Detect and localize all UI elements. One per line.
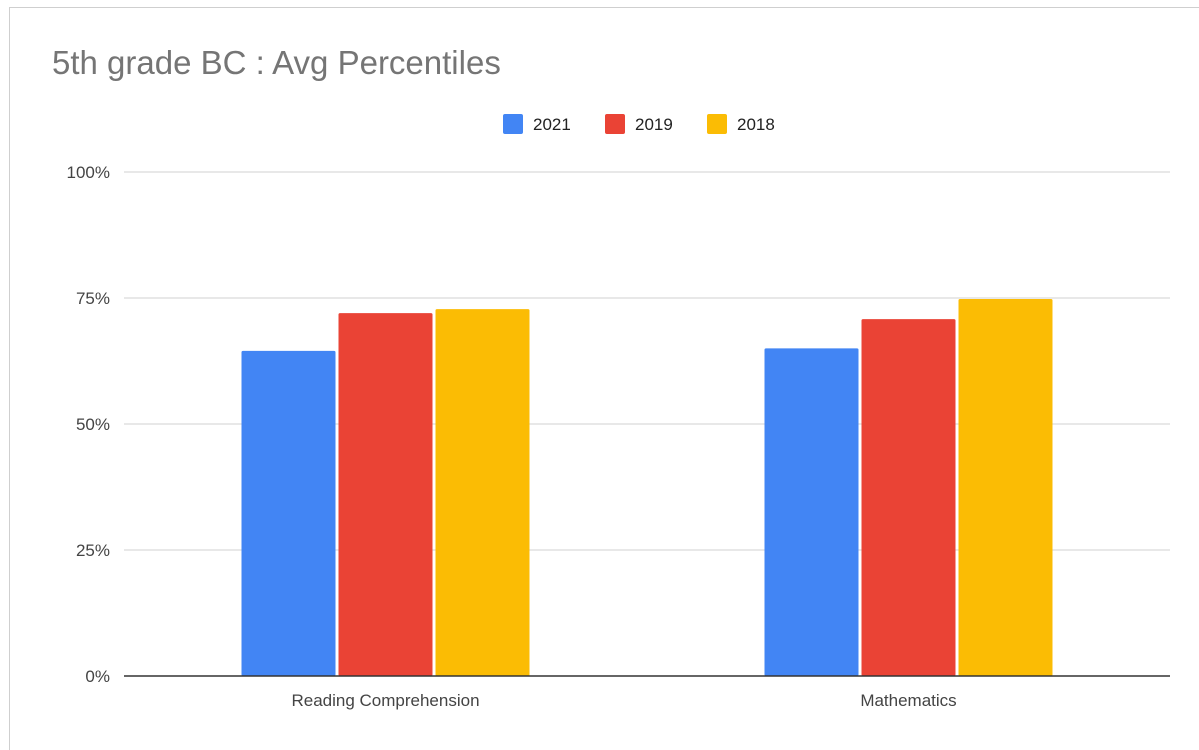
chart-frame (9, 7, 1199, 750)
bar-2019-reading-comprehension[interactable] (338, 313, 433, 676)
y-tick-label: 75% (76, 289, 110, 308)
bar-2021-reading-comprehension[interactable] (241, 350, 336, 676)
y-tick-label: 0% (85, 667, 110, 686)
legend-label-2019: 2019 (635, 115, 673, 134)
legend-label-2021: 2021 (533, 115, 571, 134)
legend-swatch-2019 (605, 114, 625, 134)
chart-title: 5th grade BC : Avg Percentiles (52, 44, 501, 81)
bar-2021-mathematics[interactable] (764, 348, 859, 676)
y-tick-label: 50% (76, 415, 110, 434)
x-category-label: Reading Comprehension (291, 691, 479, 710)
x-category-label: Mathematics (860, 691, 956, 710)
y-tick-label: 100% (67, 163, 110, 182)
bar-2018-reading-comprehension[interactable] (435, 309, 530, 676)
legend-swatch-2018 (707, 114, 727, 134)
y-tick-label: 25% (76, 541, 110, 560)
bar-2018-mathematics[interactable] (958, 299, 1053, 676)
legend-swatch-2021 (503, 114, 523, 134)
bar-2019-mathematics[interactable] (861, 319, 956, 676)
legend-label-2018: 2018 (737, 115, 775, 134)
